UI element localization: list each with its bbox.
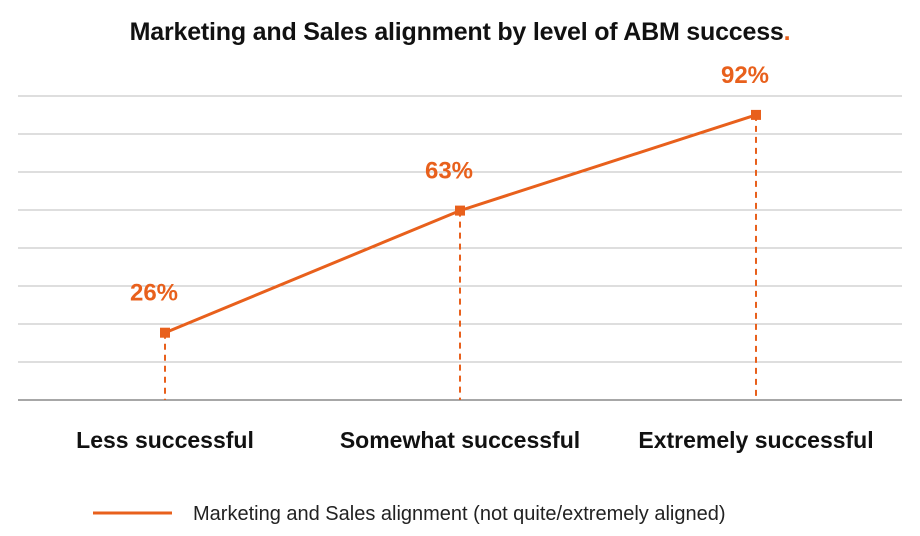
chart-title: Marketing and Sales alignment by level o… — [0, 18, 920, 47]
data-label: 26% — [130, 280, 178, 307]
data-label: 92% — [721, 62, 769, 89]
category-label: Extremely successful — [638, 427, 873, 453]
data-point-marker — [751, 109, 761, 120]
chart-title-text: Marketing and Sales alignment by level o… — [129, 18, 784, 46]
data-label: 63% — [425, 158, 473, 185]
data-point-marker — [455, 205, 465, 216]
legend-label: Marketing and Sales alignment (not quite… — [193, 503, 726, 525]
category-label: Somewhat successful — [340, 427, 580, 453]
data-point-marker — [160, 327, 170, 338]
category-label: Less successful — [76, 427, 254, 453]
chart-title-accent: . — [783, 18, 791, 46]
